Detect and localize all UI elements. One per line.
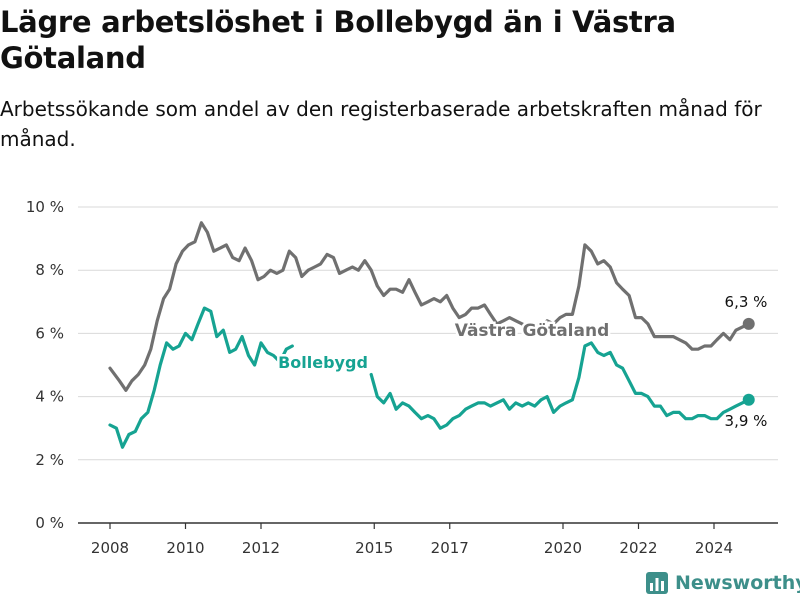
end-point-bollebygd [742, 393, 755, 406]
y-tick-label: 4 % [35, 388, 64, 406]
y-tick-label: 2 % [35, 451, 64, 469]
end-label-vastra-gotaland: 6,3 % [725, 293, 768, 311]
x-tick-label: 2017 [431, 539, 469, 557]
end-label-bollebygd: 3,9 % [725, 412, 768, 430]
chart-subtitle: Arbetssökande som andel av den registerb… [0, 97, 762, 151]
chart-title: Lägre arbetslöshet i Bollebygd än i Väst… [0, 5, 676, 75]
series-label-vastra-gotaland: Västra Götaland [455, 321, 610, 341]
series-label-bollebygd: Bollebygd [278, 353, 368, 372]
y-tick-label: 8 % [35, 261, 64, 279]
y-axis-ticks: 0 % 2 % 4 % 6 % 8 % 10 % [26, 198, 64, 532]
brand-name: Newsworthy [675, 572, 800, 594]
x-tick-label: 2022 [619, 539, 657, 557]
x-tick-label: 2024 [695, 539, 733, 557]
x-tick-label: 2008 [91, 539, 129, 557]
x-axis-ticks: 2008 2010 2012 2015 2017 2020 2022 2024 [91, 523, 733, 557]
end-point-vastra-gotaland [742, 317, 755, 330]
bar-chart-icon [646, 572, 668, 594]
x-tick-label: 2010 [166, 539, 204, 557]
series-labels: Västra Götaland Bollebygd 6,3 % 3,9 % [276, 291, 770, 432]
series-lines [108, 221, 755, 449]
x-tick-label: 2012 [242, 539, 280, 557]
grid-lines [78, 206, 778, 524]
y-tick-label: 10 % [26, 198, 64, 216]
y-tick-label: 0 % [35, 514, 64, 532]
series-line-vastra-gotaland [108, 221, 751, 392]
newsworthy-logo: Newsworthy [645, 569, 800, 597]
y-tick-label: 6 % [35, 324, 64, 342]
x-tick-label: 2015 [355, 539, 393, 557]
series-line-bollebygd [108, 306, 751, 449]
x-tick-label: 2020 [544, 539, 582, 557]
